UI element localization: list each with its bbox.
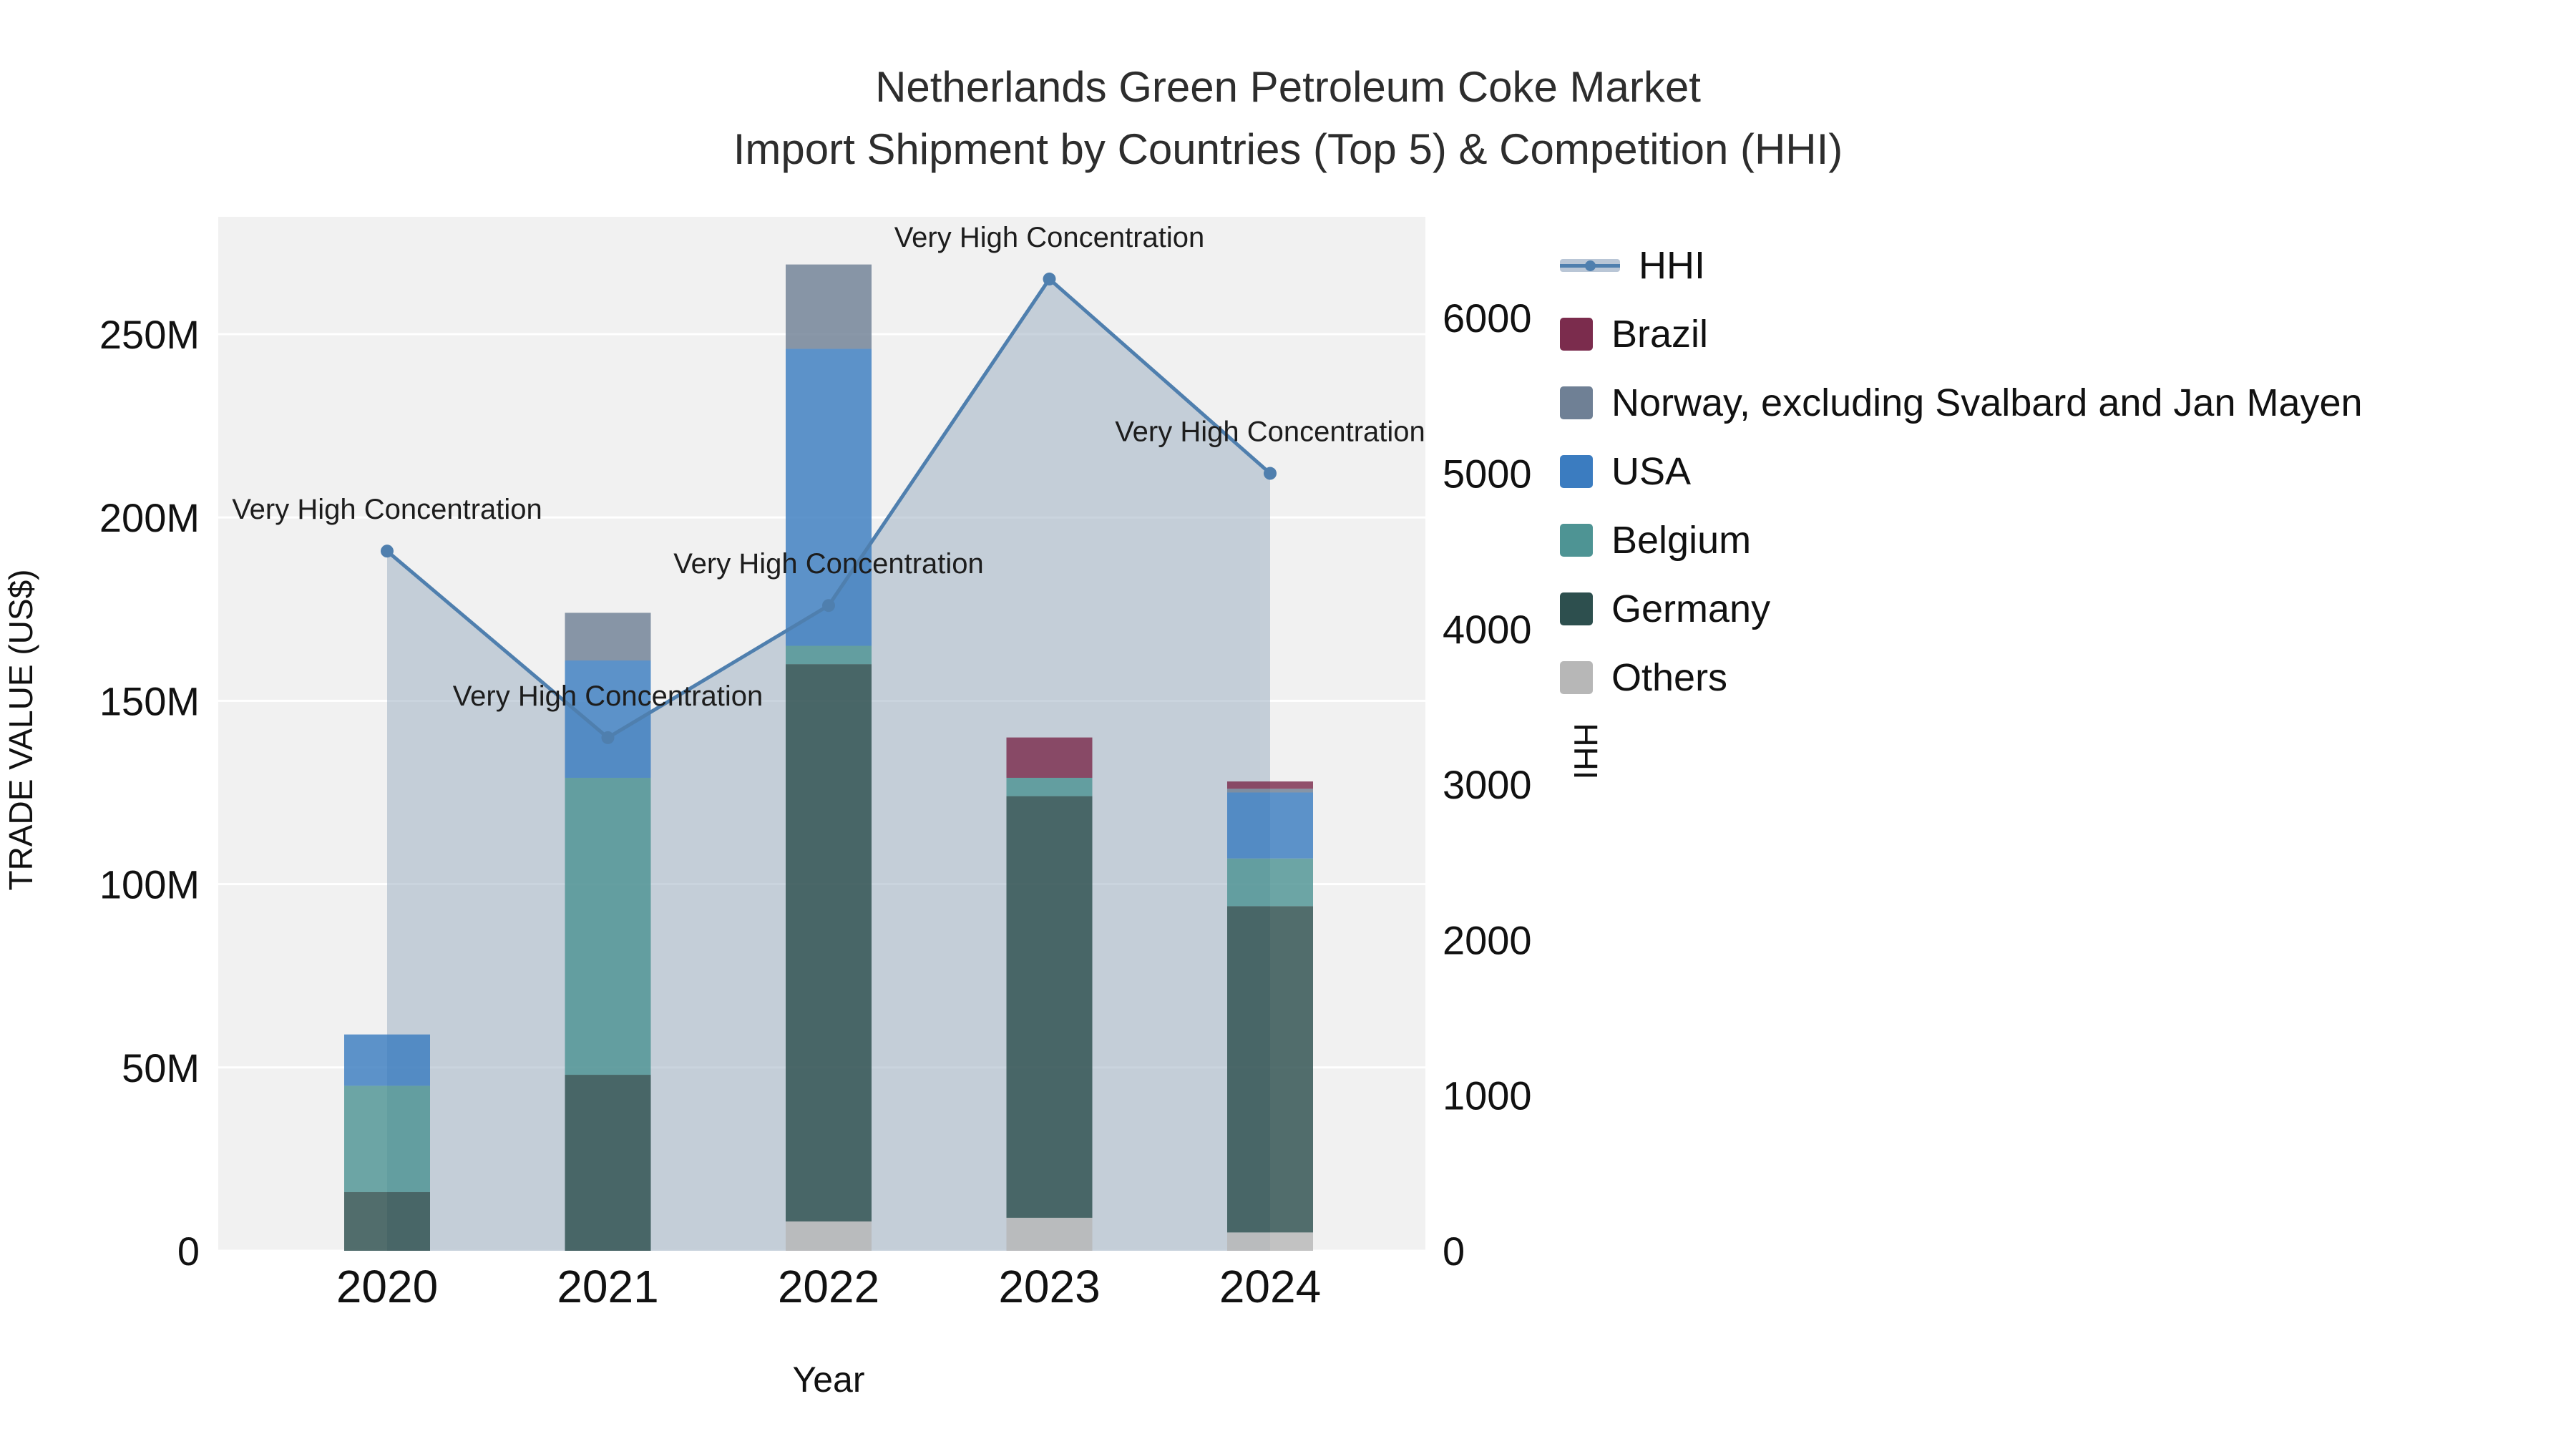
bar-segment-norway-excluding-svalbard-and-jan-mayen[interactable]: [786, 264, 872, 349]
bar-segment-norway-excluding-svalbard-and-jan-mayen[interactable]: [1227, 789, 1313, 793]
legend-label-brazil: Brazil: [1611, 313, 1709, 356]
y-left-axis-title: TRADE VALUE (US$): [2, 569, 39, 890]
y-right-axis-title: HHI: [1567, 723, 1604, 779]
y-right-tick-label: 0: [1443, 1229, 1465, 1274]
bar-segment-belgium[interactable]: [1006, 777, 1093, 796]
legend-swatch-usa: [1560, 455, 1593, 488]
hhi-marker[interactable]: [381, 545, 394, 558]
legend-item-usa[interactable]: USA: [1560, 437, 2363, 506]
legend: HHI Brazil Norway, excluding Svalbard an…: [1560, 231, 2363, 712]
bar-segment-others[interactable]: [1227, 1232, 1313, 1251]
hhi-line-marker-icon: [1560, 249, 1620, 282]
bar-segment-usa[interactable]: [1227, 792, 1313, 859]
legend-label-belgium: Belgium: [1611, 519, 1752, 562]
y-right-tick-label: 2000: [1443, 917, 1532, 962]
hhi-marker[interactable]: [822, 599, 835, 613]
annotation: Very High Concentration: [453, 680, 763, 712]
annotation: Very High Concentration: [673, 548, 984, 580]
x-tick-label: 2020: [336, 1261, 438, 1312]
y-right-tick-label: 1000: [1443, 1073, 1532, 1118]
legend-item-brazil[interactable]: Brazil: [1560, 300, 2363, 369]
y-right-tick-label: 5000: [1443, 452, 1532, 497]
y-left-tick-label: 0: [177, 1229, 200, 1274]
x-axis-title: Year: [792, 1360, 864, 1400]
chart-title-line1: Netherlands Green Petroleum Coke Market: [875, 63, 1701, 111]
y-left-tick-label: 50M: [122, 1045, 200, 1091]
y-left-tick-label: 150M: [99, 678, 200, 723]
legend-item-others[interactable]: Others: [1560, 643, 2363, 712]
legend-item-hhi[interactable]: HHI: [1560, 231, 2363, 300]
x-tick-label: 2022: [778, 1261, 879, 1312]
bar-segment-brazil[interactable]: [1006, 737, 1093, 778]
bar-segment-brazil[interactable]: [1227, 781, 1313, 789]
bar-segment-germany[interactable]: [565, 1075, 651, 1251]
legend-item-germany[interactable]: Germany: [1560, 575, 2363, 643]
y-left-tick-label: 200M: [99, 495, 200, 540]
y-right-tick-label: 4000: [1443, 607, 1532, 652]
annotation: Very High Concentration: [1115, 416, 1425, 448]
y-right-tick-label: 6000: [1443, 296, 1532, 341]
legend-label-usa: USA: [1611, 450, 1692, 493]
bar-segment-usa[interactable]: [786, 348, 872, 646]
bar-segment-germany[interactable]: [1006, 796, 1093, 1218]
annotation: Very High Concentration: [232, 494, 542, 525]
chart-title-line2: Import Shipment by Countries (Top 5) & C…: [733, 125, 1843, 173]
bar-segment-usa[interactable]: [344, 1034, 430, 1086]
bar-segment-others[interactable]: [1006, 1217, 1093, 1251]
bar-segment-belgium[interactable]: [565, 777, 651, 1075]
legend-label-others: Others: [1611, 656, 1728, 699]
y-left-tick-label: 250M: [99, 312, 200, 357]
bar-segment-belgium[interactable]: [1227, 858, 1313, 907]
hhi-marker[interactable]: [1043, 272, 1056, 286]
legend-item-norway[interactable]: Norway, excluding Svalbard and Jan Mayen: [1560, 369, 2363, 437]
legend-label-hhi: HHI: [1639, 244, 1705, 287]
legend-swatch-others: [1560, 661, 1593, 694]
bar-segment-norway-excluding-svalbard-and-jan-mayen[interactable]: [565, 613, 651, 661]
chart-title: Netherlands Green Petroleum Coke Market …: [0, 56, 2576, 180]
legend-label-germany: Germany: [1611, 587, 1771, 630]
bar-segment-others[interactable]: [786, 1221, 872, 1251]
legend-swatch-germany: [1560, 592, 1593, 625]
legend-item-belgium[interactable]: Belgium: [1560, 506, 2363, 575]
x-tick-label: 2023: [998, 1261, 1100, 1312]
legend-swatch-norway: [1560, 386, 1593, 419]
bar-segment-belgium[interactable]: [786, 645, 872, 665]
hhi-marker[interactable]: [601, 731, 615, 744]
bar-segment-germany[interactable]: [786, 664, 872, 1222]
legend-label-norway: Norway, excluding Svalbard and Jan Mayen: [1611, 381, 2363, 424]
legend-swatch-belgium: [1560, 524, 1593, 557]
x-tick-label: 2021: [557, 1261, 658, 1312]
bar-segment-germany[interactable]: [1227, 906, 1313, 1233]
y-left-tick-label: 100M: [99, 862, 200, 907]
bar-segment-germany[interactable]: [344, 1192, 430, 1251]
x-tick-label: 2024: [1219, 1261, 1321, 1312]
legend-swatch-brazil: [1560, 318, 1593, 351]
annotation: Very High Concentration: [894, 222, 1205, 253]
bar-segment-belgium[interactable]: [344, 1085, 430, 1193]
y-right-tick-label: 3000: [1443, 762, 1532, 807]
hhi-marker[interactable]: [1264, 467, 1277, 480]
